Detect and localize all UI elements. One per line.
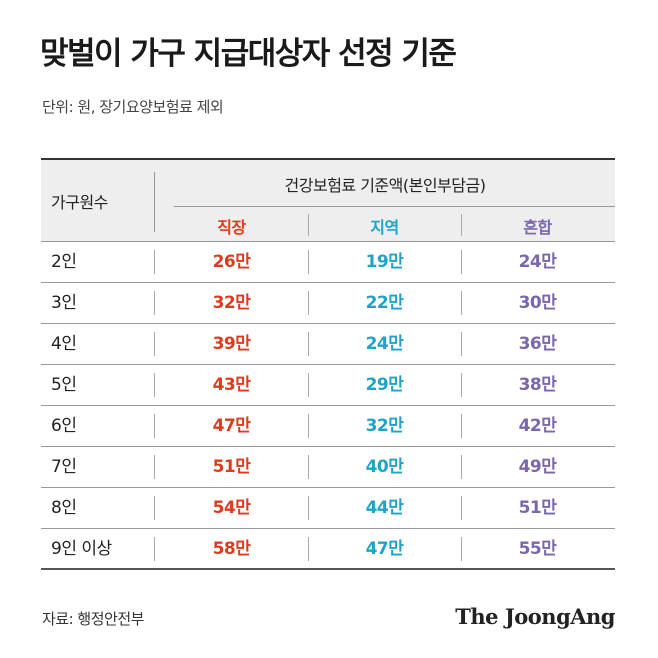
brand-logo: The JoongAng (455, 604, 615, 629)
group-header-underline (174, 206, 615, 207)
regional-cell: 47만 (365, 539, 404, 559)
source-note: 자료: 행정안전부 (42, 610, 144, 628)
workplace-cell: 54만 (212, 498, 251, 518)
row-divider (308, 537, 309, 561)
table-row: 4인 39만 24만 36만 (41, 324, 615, 365)
mixed-cell: 30만 (518, 293, 557, 313)
workplace-cell: 51만 (212, 457, 251, 477)
regional-cell: 40만 (365, 457, 404, 477)
workplace-cell: 26만 (212, 252, 251, 272)
table-row: 7인 51만 40만 49만 (41, 447, 615, 488)
row-divider (461, 332, 462, 356)
row-divider (461, 496, 462, 520)
regional-cell: 22만 (365, 293, 404, 313)
household-cell: 8인 (51, 498, 77, 518)
table-row: 8인 54만 44만 51만 (41, 488, 615, 529)
mixed-cell: 36만 (518, 334, 557, 354)
regional-cell: 32만 (365, 416, 404, 436)
table-header: 가구원수 건강보험료 기준액(본인부담금) 직장 지역 혼합 (41, 158, 615, 242)
regional-cell: 44만 (365, 498, 404, 518)
row-divider (461, 373, 462, 397)
mixed-cell: 49만 (518, 457, 557, 477)
table-row: 2인 26만 19만 24만 (41, 242, 615, 283)
workplace-cell: 58만 (212, 539, 251, 559)
table-row: 9인 이상 58만 47만 55만 (41, 529, 615, 570)
row-divider (154, 537, 155, 561)
table-body: 2인 26만 19만 24만 3인 32만 22만 30만 4인 39만 24만 36만 5인 43만 29… (41, 242, 615, 570)
regional-cell: 24만 (365, 334, 404, 354)
household-cell: 4인 (51, 334, 77, 354)
household-column-header: 가구원수 (51, 193, 108, 212)
household-cell: 3인 (51, 293, 77, 313)
unit-note: 단위: 원, 장기요양보험료 제외 (42, 98, 224, 116)
table-row: 6인 47만 32만 42만 (41, 406, 615, 447)
sub-header-divider (308, 214, 309, 236)
row-divider (308, 291, 309, 315)
workplace-cell: 39만 (212, 334, 251, 354)
row-divider (308, 373, 309, 397)
mixed-cell: 51만 (518, 498, 557, 518)
row-divider (308, 250, 309, 274)
workplace-header: 직장 (217, 218, 246, 237)
sub-header-divider (461, 214, 462, 236)
row-divider (461, 414, 462, 438)
mixed-cell: 55만 (518, 539, 557, 559)
row-divider (308, 496, 309, 520)
mixed-cell: 42만 (518, 416, 557, 436)
household-cell: 2인 (51, 252, 77, 272)
workplace-cell: 32만 (212, 293, 251, 313)
criteria-table: 가구원수 건강보험료 기준액(본인부담금) 직장 지역 혼합 2인 26만 19만 2… (41, 158, 615, 570)
household-cell: 6인 (51, 416, 77, 436)
row-divider (154, 291, 155, 315)
workplace-cell: 43만 (212, 375, 251, 395)
row-divider (461, 537, 462, 561)
row-divider (154, 455, 155, 479)
regional-cell: 29만 (365, 375, 404, 395)
row-divider (308, 332, 309, 356)
row-divider (308, 455, 309, 479)
mixed-cell: 38만 (518, 375, 557, 395)
regional-cell: 19만 (365, 252, 404, 272)
row-divider (154, 373, 155, 397)
row-divider (461, 291, 462, 315)
household-cell: 7인 (51, 457, 77, 477)
row-divider (154, 496, 155, 520)
group-header: 건강보험료 기준액(본인부담금) (284, 176, 486, 195)
regional-header: 지역 (370, 218, 399, 237)
mixed-header: 혼합 (523, 218, 552, 237)
page-title: 맞벌이 가구 지급대상자 선정 기준 (40, 36, 457, 72)
header-divider (154, 172, 155, 232)
row-divider (461, 250, 462, 274)
workplace-cell: 47만 (212, 416, 251, 436)
table-row: 3인 32만 22만 30만 (41, 283, 615, 324)
household-cell: 5인 (51, 375, 77, 395)
table-row: 5인 43만 29만 38만 (41, 365, 615, 406)
household-cell: 9인 이상 (51, 539, 112, 559)
row-divider (308, 414, 309, 438)
row-divider (461, 455, 462, 479)
mixed-cell: 24만 (518, 252, 557, 272)
row-divider (154, 250, 155, 274)
row-divider (154, 414, 155, 438)
row-divider (154, 332, 155, 356)
